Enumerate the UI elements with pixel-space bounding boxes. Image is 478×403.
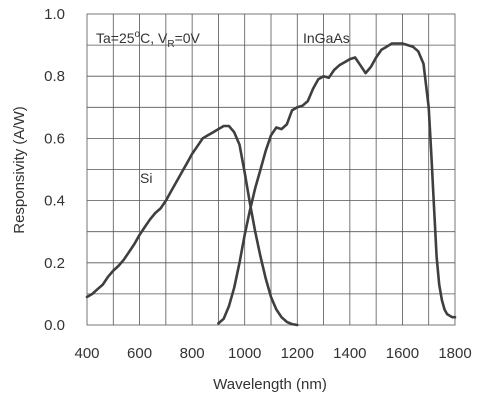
series-layer — [85, 42, 457, 327]
x-axis-title: Wavelength (nm) — [213, 376, 327, 393]
degree-superscript: o — [135, 29, 141, 40]
x-tick-label: 1200 — [281, 345, 314, 362]
ingaas-responsivity-line — [217, 42, 457, 325]
y-tick-label: 1.0 — [44, 6, 65, 23]
condition-suffix: =0V — [175, 30, 201, 46]
y-tick-label: 0.2 — [44, 255, 65, 272]
y-tick-label: 0.8 — [44, 68, 65, 85]
y-tick-label: 0.4 — [44, 193, 65, 210]
si-responsivity-line — [85, 124, 299, 327]
x-tick-label: 600 — [127, 345, 152, 362]
x-tick-label: 400 — [74, 345, 99, 362]
x-tick-label: 1400 — [333, 345, 366, 362]
ingaas-series-label: InGaAs — [303, 30, 350, 46]
condition-middle: C, V — [140, 30, 168, 46]
x-tick-label: 1800 — [438, 345, 471, 362]
x-tick-label: 1600 — [386, 345, 419, 362]
x-tick-label: 800 — [180, 345, 205, 362]
tick-label-layer: 400 600 800 1000 1200 1400 1600 1800 0.0 0.2 0.4 0.… — [44, 6, 472, 362]
x-tick-label: 1000 — [228, 345, 261, 362]
si-series-label: Si — [140, 170, 152, 186]
plot-area-frame — [86, 13, 456, 326]
condition-annotation: Ta=25oC, VR=0V — [96, 29, 201, 50]
y-axis-title: Responsivity (A/W) — [11, 106, 28, 234]
reverse-voltage-subscript: R — [167, 39, 174, 50]
y-tick-label: 0.0 — [44, 317, 65, 334]
condition-prefix: Ta=25 — [96, 30, 135, 46]
y-tick-label: 0.6 — [44, 130, 65, 147]
